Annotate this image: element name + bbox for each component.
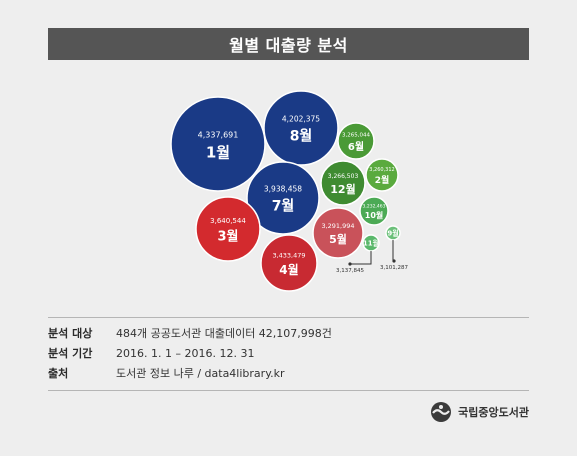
info-row-source: 출처 도서관 정보 나루 / data4library.kr xyxy=(48,365,285,381)
bubble-value: 3,938,458 xyxy=(264,185,302,194)
bubble-value: 3,101,287 xyxy=(380,265,408,271)
info-value: 도서관 정보 나루 / data4library.kr xyxy=(116,367,285,380)
bubble-value: 3,291,994 xyxy=(321,222,354,230)
footer-logo: 국립중앙도서관 xyxy=(430,401,529,423)
bubble-value: 3,265,044 xyxy=(342,133,370,139)
bubble-4월 xyxy=(260,234,318,292)
info-row-period: 분석 기간 2016. 1. 1 – 2016. 12. 31 xyxy=(48,345,254,361)
info-value: 2016. 1. 1 – 2016. 12. 31 xyxy=(116,346,255,360)
bubble-value: 3,232,463 xyxy=(363,203,386,209)
bubble-8월 xyxy=(263,90,339,166)
bubble-5월 xyxy=(312,207,364,259)
bubble-label: 5월 xyxy=(329,232,347,246)
bubble-value: 3,433,479 xyxy=(272,252,305,260)
bubble-label: 7월 xyxy=(272,198,295,215)
divider-bottom xyxy=(48,390,529,391)
bubble-value: 3,260,312 xyxy=(369,167,394,173)
bubble-label: 12월 xyxy=(330,182,355,196)
info-label: 분석 대상 xyxy=(48,327,93,340)
info-value: 484개 공공도서관 대출데이터 42,107,998건 xyxy=(116,327,332,340)
bubble-label: 6월 xyxy=(348,141,364,153)
bubble-chart: 1월 4,337,691 8월 4,202,375 7월 3,938,458 3월 3,640… xyxy=(170,90,408,292)
info-row-target: 분석 대상 484개 공공도서관 대출데이터 42,107,998건 xyxy=(48,325,332,341)
page-title-text: 월별 대출량 분석 xyxy=(229,36,348,55)
callout-dot xyxy=(392,259,396,263)
bubble-label: 2월 xyxy=(375,174,390,186)
bubble-label: 3월 xyxy=(217,229,238,245)
info-label: 출처 xyxy=(48,367,69,380)
divider-top xyxy=(48,317,529,318)
bubble-label: 8월 xyxy=(290,128,313,145)
callout-line xyxy=(350,251,372,265)
bubble-label: 9월 xyxy=(387,228,398,237)
bubble-label: 4월 xyxy=(279,262,298,277)
callout-dot xyxy=(348,262,352,266)
bubble-value: 3,640,544 xyxy=(210,217,246,225)
bubble-2월 xyxy=(365,158,399,192)
org-name: 국립중앙도서관 xyxy=(458,406,529,419)
bubble-label: 11월 xyxy=(363,238,379,247)
bubble-label: 1월 xyxy=(206,144,230,162)
bubble-10월 xyxy=(359,196,389,226)
bubble-value: 3,266,503 xyxy=(328,173,359,180)
bubble-7월 xyxy=(246,161,320,235)
page-title: 월별 대출량 분석 xyxy=(48,28,529,60)
info-label: 분석 기간 xyxy=(48,347,93,360)
bubble-value: 4,337,691 xyxy=(198,130,239,139)
national-library-logo-icon xyxy=(431,402,452,422)
callout-line xyxy=(392,240,394,262)
bubble-12월 xyxy=(320,160,366,206)
bubble-value: 4,202,375 xyxy=(282,115,320,124)
bubble-label: 10월 xyxy=(365,210,384,220)
bubble-3월 xyxy=(195,196,261,262)
bubble-1월 xyxy=(170,96,266,192)
bubble-value: 3,137,845 xyxy=(336,268,364,274)
bubble-6월 xyxy=(337,122,375,160)
